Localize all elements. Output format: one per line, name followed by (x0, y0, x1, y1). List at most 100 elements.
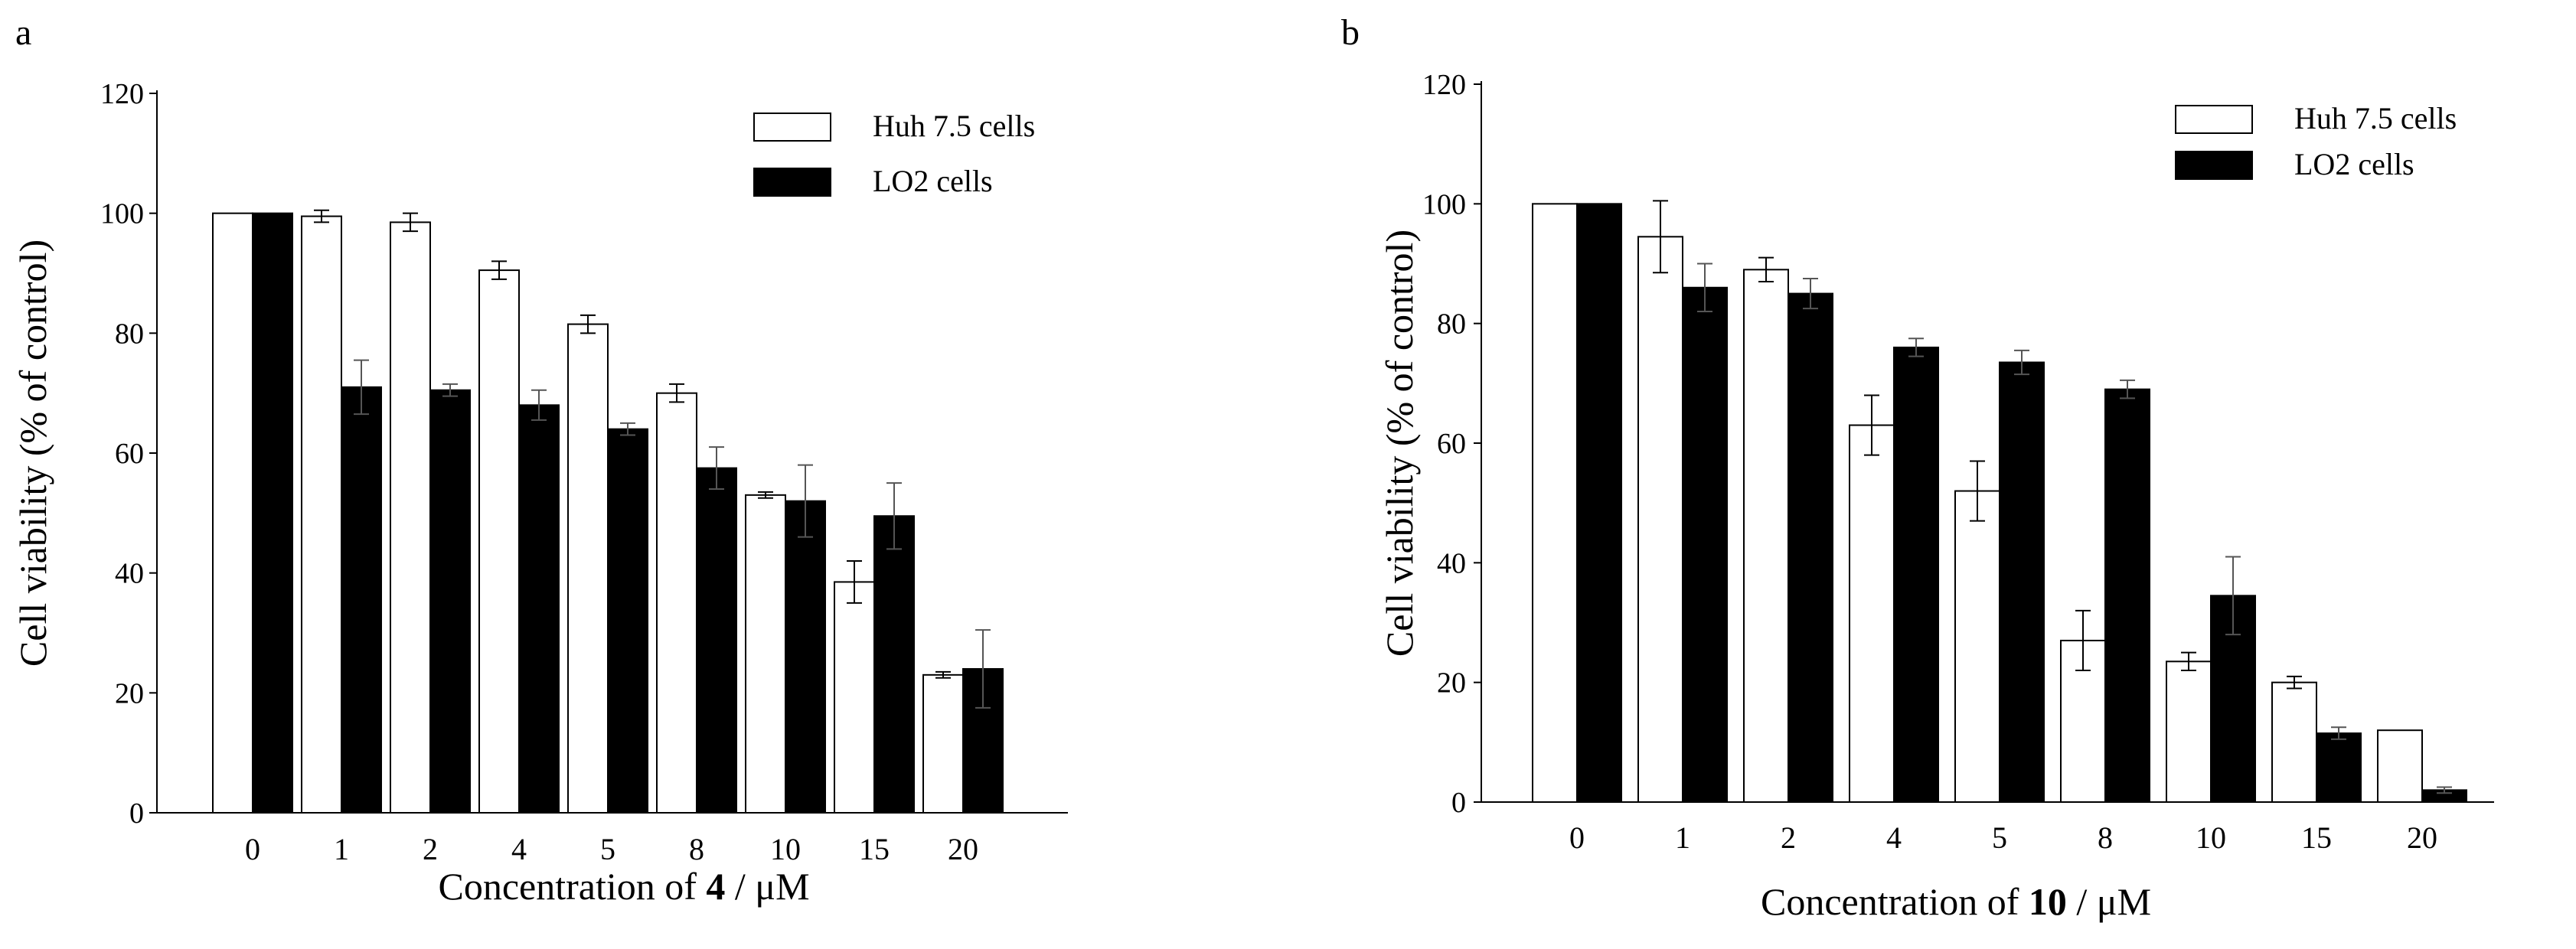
bar-huh75 (478, 269, 520, 814)
legend-swatch (2175, 151, 2253, 180)
error-bar (1908, 338, 1924, 357)
error-bar (886, 482, 902, 550)
error-bar (1803, 278, 1818, 310)
bar-huh75 (2271, 681, 2317, 804)
error-bar (354, 359, 369, 416)
bar-lo2 (252, 212, 293, 814)
bar-lo2 (2104, 388, 2150, 803)
bar-huh75 (1954, 490, 2000, 803)
x-tick-label: 0 (1569, 820, 1585, 855)
error-bar (1653, 200, 1668, 274)
error-bar (1864, 394, 1879, 456)
bar-lo2 (607, 428, 648, 814)
bar-huh75 (1532, 203, 1578, 804)
legend-label: LO2 cells (2294, 147, 2414, 181)
error-bar (491, 260, 507, 280)
legend-swatch (753, 168, 831, 197)
x-tick-label: 4 (511, 832, 527, 866)
legend: Huh 7.5 cells LO2 cells (753, 109, 1035, 198)
bar-lo2 (341, 386, 382, 814)
y-tick-label: 120 (1422, 69, 1466, 101)
legend-label: LO2 cells (873, 164, 993, 198)
bar-huh75 (390, 221, 431, 814)
x-tick-label: 15 (2301, 820, 2332, 855)
panel-label: a (15, 12, 31, 53)
error-bar (1970, 460, 1985, 522)
x-tick-label: 4 (1886, 820, 1902, 855)
bar-huh75 (1849, 424, 1895, 803)
x-axis-label-suffix: / μM (2067, 880, 2151, 923)
error-bar (2331, 726, 2346, 740)
y-tick-label: 80 (1437, 308, 1466, 341)
error-bar (758, 491, 773, 499)
bar-lo2 (518, 404, 560, 814)
error-bar (2225, 556, 2241, 636)
bar-lo2 (1576, 203, 1622, 804)
x-axis-label-suffix: / μM (725, 865, 809, 908)
error-bar (403, 212, 418, 233)
y-tick-label: 0 (1451, 787, 1466, 819)
bar-lo2 (696, 467, 737, 814)
y-tick-label: 20 (115, 677, 144, 709)
x-tick-label: 8 (689, 832, 704, 866)
x-tick-label: 10 (2196, 820, 2226, 855)
bar-huh75 (2377, 729, 2423, 804)
bar-huh75 (656, 392, 697, 814)
error-bar (935, 670, 951, 679)
bar-lo2 (2316, 732, 2362, 804)
bar-lo2 (1788, 292, 1833, 804)
x-axis-label-prefix: Concentration of (438, 865, 706, 908)
error-bar (2287, 675, 2302, 690)
legend-swatch (2175, 105, 2253, 134)
x-tick-label: 1 (1675, 820, 1690, 855)
x-tick-label: 8 (2098, 820, 2113, 855)
bar-huh75 (301, 215, 342, 814)
bar-huh75 (567, 323, 609, 814)
x-tick-label: 20 (948, 832, 978, 866)
error-bar (1697, 263, 1712, 313)
error-bar (798, 464, 813, 538)
legend: Huh 7.5 cells LO2 cells (2175, 101, 2457, 181)
bar-huh75 (2166, 660, 2212, 804)
x-tick-label: 2 (423, 832, 438, 866)
bar-lo2 (962, 668, 1004, 814)
panel-label: b (1341, 12, 1360, 53)
y-tick-label: 40 (1437, 547, 1466, 579)
error-bar (620, 422, 635, 436)
error-bar (314, 209, 329, 223)
bar-huh75 (922, 673, 964, 814)
error-bar (847, 560, 862, 604)
bar-lo2 (785, 500, 826, 814)
bar-lo2 (873, 515, 915, 814)
error-bar (442, 383, 458, 397)
y-tick-label: 0 (129, 797, 144, 830)
bar-lo2 (1999, 361, 2045, 804)
y-tick-label: 100 (100, 198, 144, 230)
bar-huh75 (745, 494, 786, 814)
bar-huh75 (1637, 236, 1683, 803)
error-bar (2437, 786, 2452, 794)
y-tick-label: 60 (1437, 428, 1466, 460)
bar-huh75 (1743, 269, 1789, 804)
y-tick-label: 20 (1437, 667, 1466, 700)
y-tick-label: 100 (1422, 188, 1466, 220)
bar-huh75 (212, 212, 253, 814)
x-axis-label: Concentration of 10 / μM (1761, 880, 2151, 923)
x-tick-label: 15 (859, 832, 890, 866)
x-tick-label: 2 (1781, 820, 1796, 855)
bar-lo2 (429, 389, 471, 814)
bar-lo2 (1682, 286, 1728, 803)
error-bar (2075, 609, 2091, 672)
legend-swatch (753, 113, 831, 142)
x-tick-label: 10 (770, 832, 801, 866)
error-bar (2014, 349, 2029, 376)
x-tick-label: 0 (245, 832, 260, 866)
error-bar (2120, 379, 2135, 399)
x-tick-label: 1 (334, 832, 349, 866)
bar-lo2 (1893, 346, 1939, 803)
legend-label: Huh 7.5 cells (873, 109, 1035, 143)
y-tick-label: 40 (115, 558, 144, 590)
error-bar (669, 383, 684, 403)
